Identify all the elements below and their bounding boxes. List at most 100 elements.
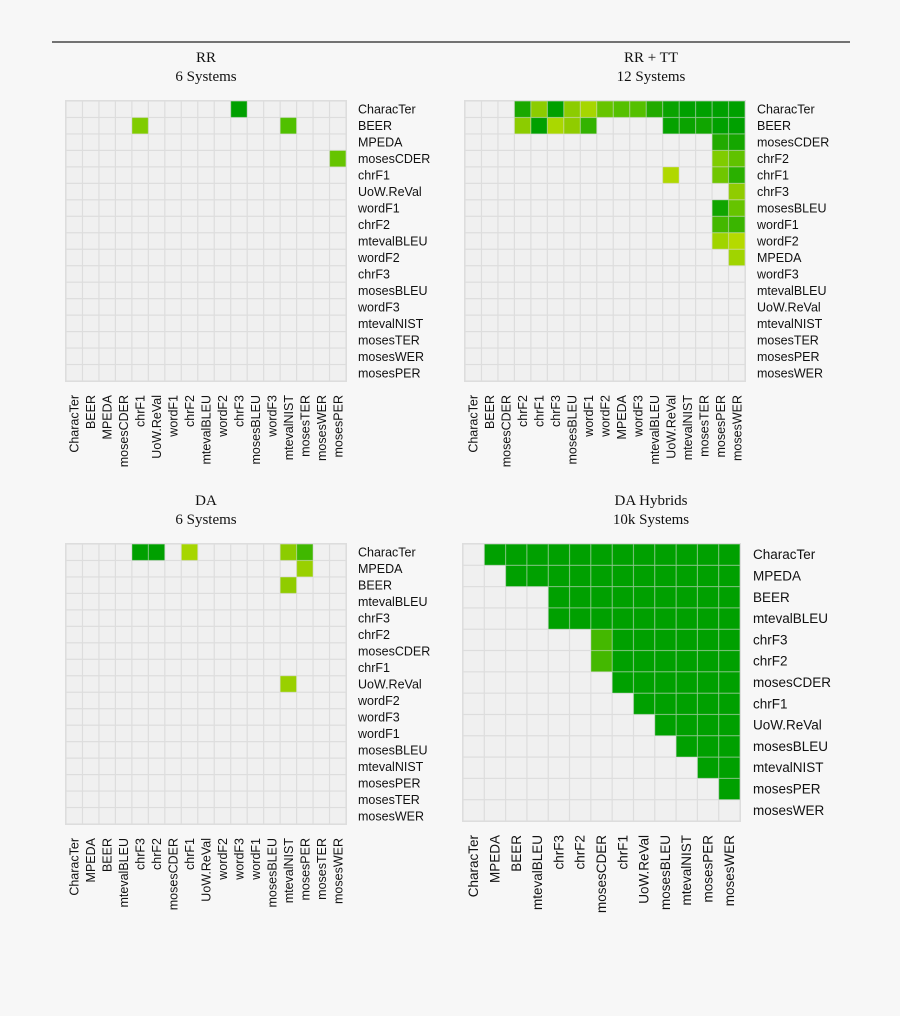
heatmap-cell-significant xyxy=(718,778,740,800)
heatmap-cell xyxy=(515,200,531,216)
column-label: mosesTER xyxy=(298,395,312,457)
heatmap-cell xyxy=(264,725,280,742)
heatmap-cell xyxy=(564,134,580,150)
heatmap-cell xyxy=(634,778,655,800)
heatmap-cell xyxy=(313,183,329,200)
heatmap-cell-significant xyxy=(547,101,564,118)
heatmap-cell xyxy=(297,167,313,183)
heatmap-cell xyxy=(580,299,597,315)
heatmap-cell xyxy=(515,282,531,299)
heatmap-cell xyxy=(148,183,165,200)
column-label: mosesPER xyxy=(298,838,312,901)
heatmap-cell xyxy=(165,808,181,824)
heatmap-cell-significant xyxy=(612,629,634,651)
heatmap-cell xyxy=(531,200,547,216)
heatmap-cell xyxy=(506,757,527,778)
heatmap-cell xyxy=(132,561,148,577)
heatmap-cell xyxy=(297,315,313,331)
heatmap-cell xyxy=(591,715,612,736)
heatmap-cell xyxy=(99,332,115,348)
heatmap-cell-significant xyxy=(718,565,740,587)
column-label: mosesWER xyxy=(722,835,737,907)
heatmap-cell xyxy=(148,659,165,676)
heatmap-cell xyxy=(463,736,484,757)
heatmap-cell xyxy=(280,266,296,282)
heatmap-cell xyxy=(570,693,591,714)
row-label: chrF2 xyxy=(753,654,788,669)
heatmap-cell xyxy=(612,800,633,821)
heatmap-cell xyxy=(564,348,580,364)
column-label: BEER xyxy=(101,838,115,872)
heatmap-cell xyxy=(198,626,214,643)
heatmap-cell xyxy=(66,659,82,676)
heatmap-cell xyxy=(132,183,148,200)
heatmap-cell xyxy=(214,134,231,150)
heatmap-cell xyxy=(498,216,514,233)
heatmap-cell xyxy=(498,365,514,381)
column-label: mtevalBLEU xyxy=(648,395,662,464)
panel-subtitle: 6 Systems xyxy=(175,69,236,85)
heatmap-cell xyxy=(214,544,231,560)
heatmap-cell xyxy=(165,594,181,610)
heatmap-cell xyxy=(264,758,280,774)
heatmap-cell xyxy=(465,183,481,200)
column-label: CharacTer xyxy=(466,835,481,898)
heatmap-cell xyxy=(330,561,346,577)
heatmap-cell xyxy=(181,299,198,315)
heatmap-cell xyxy=(66,643,82,659)
heatmap-cell xyxy=(83,249,99,266)
heatmap-cell xyxy=(116,315,132,331)
heatmap-cell xyxy=(330,282,346,299)
heatmap-cell xyxy=(297,151,313,167)
heatmap-cell xyxy=(214,758,231,774)
heatmap-cell xyxy=(313,610,329,626)
heatmap-cell xyxy=(313,742,329,758)
column-label: mtevalNIST xyxy=(282,395,296,461)
row-label: wordF2 xyxy=(756,235,799,249)
heatmap-cell xyxy=(99,659,115,676)
heatmap-cell xyxy=(181,249,198,266)
heatmap-cell xyxy=(116,742,132,758)
heatmap-cell xyxy=(330,775,346,791)
heatmap-cell xyxy=(696,183,712,200)
heatmap-cell xyxy=(676,757,697,778)
heatmap-cell xyxy=(148,692,165,709)
heatmap-cell xyxy=(231,282,247,299)
heatmap-cell xyxy=(132,282,148,299)
heatmap-cell xyxy=(547,299,564,315)
column-label: mtevalBLEU xyxy=(117,838,131,907)
heatmap-cell xyxy=(297,742,313,758)
heatmap-cell xyxy=(297,233,313,249)
heatmap-cell xyxy=(214,151,231,167)
heatmap-cell xyxy=(83,151,99,167)
heatmap-cell-significant xyxy=(548,565,570,587)
heatmap-cell xyxy=(247,365,264,381)
row-label: mtevalBLEU xyxy=(753,611,828,626)
heatmap-cell xyxy=(83,594,99,610)
heatmap-cell xyxy=(264,659,280,676)
heatmap-cell xyxy=(646,167,663,183)
heatmap-cell xyxy=(531,249,547,266)
heatmap-cell xyxy=(99,118,115,134)
heatmap-cell xyxy=(198,561,214,577)
heatmap-cell xyxy=(83,577,99,593)
heatmap-cell xyxy=(531,134,547,150)
heatmap-cell xyxy=(165,332,181,348)
row-label: mosesPER xyxy=(753,782,821,797)
heatmap-cell xyxy=(463,715,484,736)
column-label: mtevalNIST xyxy=(282,838,296,904)
heatmap-cell xyxy=(663,183,679,200)
heatmap-cell xyxy=(66,167,82,183)
heatmap-cell xyxy=(465,299,481,315)
heatmap-cell xyxy=(465,118,481,134)
heatmap-cell xyxy=(116,233,132,249)
heatmap-cell xyxy=(547,233,564,249)
column-label: mosesCDER xyxy=(500,395,514,467)
heatmap-cell xyxy=(712,183,728,200)
heatmap-cell-significant xyxy=(718,735,740,757)
heatmap-cell xyxy=(696,332,712,348)
heatmap-cell xyxy=(264,299,280,315)
heatmap-cell xyxy=(580,282,597,299)
heatmap-cell xyxy=(181,101,198,117)
